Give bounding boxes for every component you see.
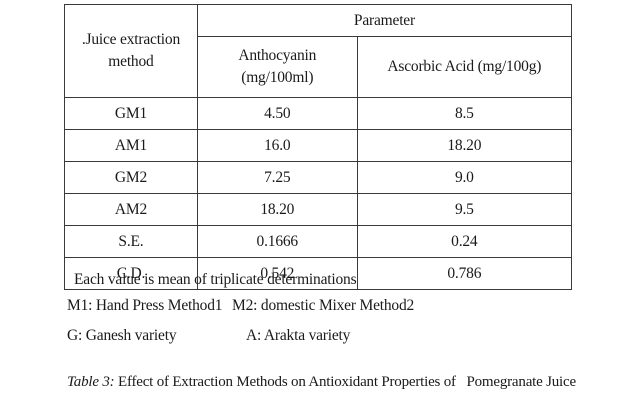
a-note: A: Arakta variety — [246, 327, 351, 344]
table-caption: Table 3: Effect of Extraction Methods on… — [67, 374, 576, 391]
anthocyanin-header: Anthocyanin (mg/100ml) — [238, 47, 317, 86]
m1-note: M1: Hand Press Method1 — [67, 297, 223, 314]
method-cell: S.E. — [64, 225, 198, 258]
ascorbic-cell: 0.786 — [356, 257, 573, 290]
table-body: GM1 4.50 8.5 AM1 16.0 18.20 GM2 7.25 9.0 AM2 18.20… — [64, 97, 573, 290]
ascorbic-cell: 18.20 — [356, 129, 573, 162]
method-cell: AM1 — [64, 129, 198, 162]
ascorbic-cell: 9.0 — [356, 161, 573, 194]
method-cell: GM1 — [64, 97, 198, 130]
triplicate-note: Each value is mean of triplicate determi… — [74, 271, 357, 288]
parameter-header-cell: Parameter — [196, 4, 573, 37]
anthocyanin-cell: 18.20 — [196, 193, 358, 226]
method-header: .Juice extraction method — [81, 31, 181, 70]
anthocyanin-cell: 0.1666 — [196, 225, 358, 258]
method-cell: GM2 — [64, 161, 198, 194]
parameter-header: Parameter — [353, 11, 415, 29]
g-note: G: Ganesh variety — [67, 327, 177, 344]
anthocyanin-cell: 7.25 — [196, 161, 358, 194]
ascorbic-cell: 9.5 — [356, 193, 573, 226]
table-row: AM1 16.0 18.20 — [64, 129, 573, 162]
anthocyanin-cell: 16.0 — [196, 129, 358, 162]
results-table: .Juice extraction method Parameter Antho… — [64, 4, 573, 290]
anthocyanin-cell: 0.542 — [196, 257, 358, 290]
table-row: AM2 18.20 9.5 — [64, 193, 573, 226]
method-header-cell: .Juice extraction method — [64, 4, 198, 98]
header-row-2: Anthocyanin (mg/100ml) Ascorbic Acid (mg… — [65, 36, 573, 98]
method-cell: AM2 — [64, 193, 198, 226]
ascorbic-cell: 0.24 — [356, 225, 573, 258]
ascorbic-header: Ascorbic Acid (mg/100g) — [387, 58, 542, 75]
table-row: S.E. 0.1666 0.24 — [64, 225, 573, 258]
caption-text: Effect of Extraction Methods on Antioxid… — [114, 374, 576, 390]
anthocyanin-header-cell: Anthocyanin (mg/100ml) — [196, 36, 358, 98]
header-row-1: .Juice extraction method Parameter — [64, 4, 573, 98]
table-row: C.D. 0.542 0.786 — [64, 257, 573, 290]
m2-note: M2: domestic Mixer Method2 — [232, 297, 415, 314]
table-row: GM2 7.25 9.0 — [64, 161, 573, 194]
ascorbic-cell: 8.5 — [356, 97, 573, 130]
anthocyanin-cell: 4.50 — [196, 97, 358, 130]
table-row: GM1 4.50 8.5 — [64, 97, 573, 130]
caption-label: Table 3: — [67, 374, 115, 390]
ascorbic-header-cell: Ascorbic Acid (mg/100g) — [356, 36, 573, 98]
method-cell: C.D. — [64, 257, 198, 290]
